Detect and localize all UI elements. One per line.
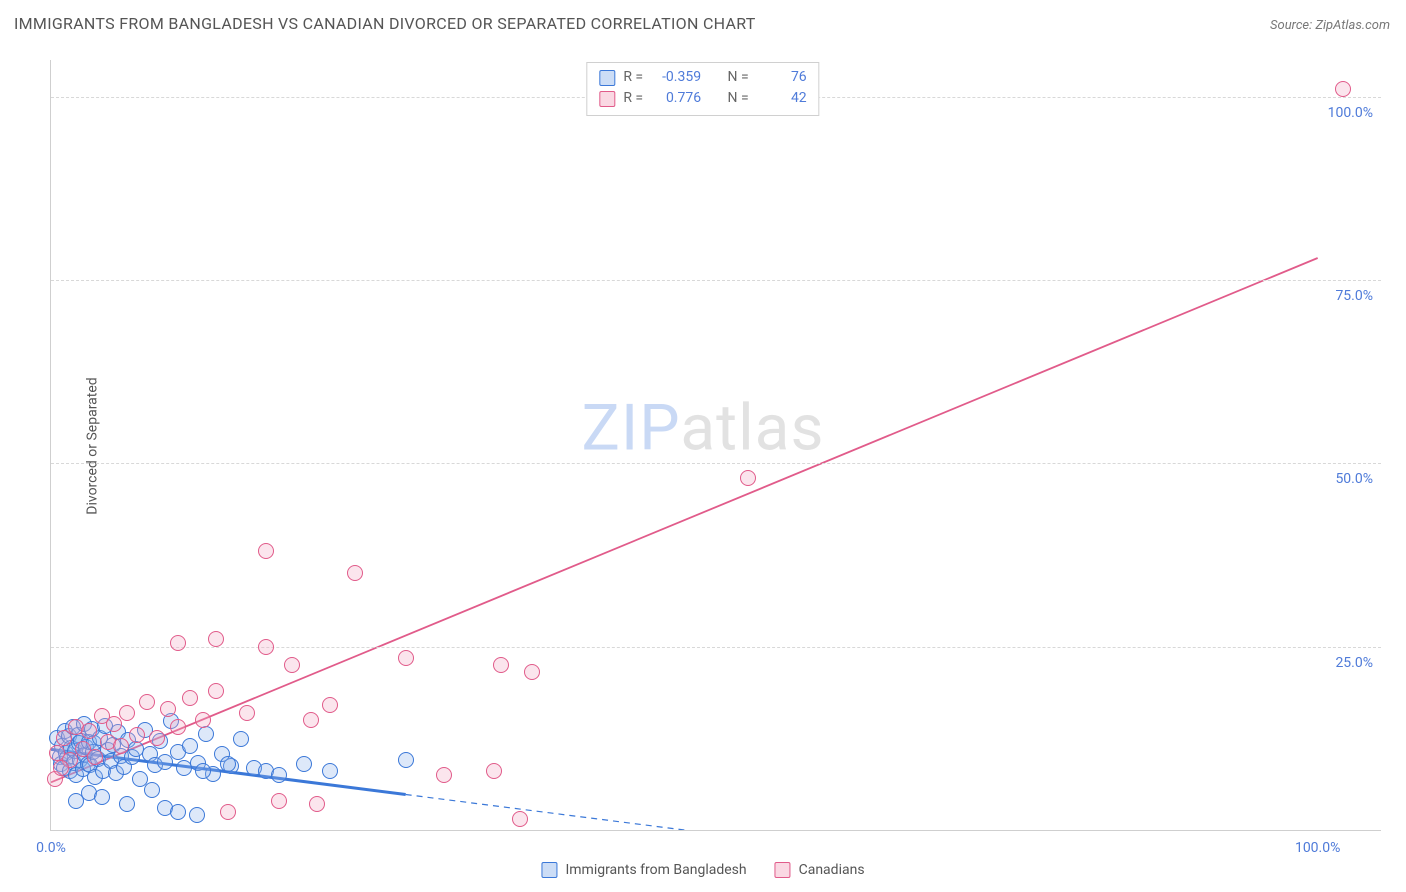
- data-point-canadians: [493, 657, 509, 673]
- y-tick-label: 50.0%: [1335, 471, 1373, 487]
- data-point-bangladesh: [182, 738, 198, 754]
- source-credit: Source: ZipAtlas.com: [1270, 18, 1390, 33]
- legend-n-value-bangladesh: 76: [757, 67, 807, 88]
- data-point-canadians: [512, 811, 528, 827]
- x-tick-label: 0.0%: [36, 840, 66, 856]
- data-point-bangladesh: [233, 731, 249, 747]
- grid-line: [51, 463, 1381, 464]
- data-point-bangladesh: [271, 767, 287, 783]
- data-point-canadians: [56, 730, 72, 746]
- legend-swatch-bangladesh: [541, 862, 557, 878]
- data-point-canadians: [436, 767, 452, 783]
- grid-line: [51, 280, 1381, 281]
- data-point-bangladesh: [119, 796, 135, 812]
- legend-series-item-bangladesh: Immigrants from Bangladesh: [541, 862, 746, 878]
- legend-r-value-canadians: 0.776: [651, 88, 701, 109]
- legend-series-label-bangladesh: Immigrants from Bangladesh: [565, 862, 746, 878]
- data-point-canadians: [208, 631, 224, 647]
- data-point-canadians: [309, 796, 325, 812]
- trend-line-bangladesh-dash: [406, 795, 685, 830]
- chart-title: IMMIGRANTS FROM BANGLADESH VS CANADIAN D…: [14, 14, 756, 33]
- data-point-canadians: [524, 664, 540, 680]
- data-point-bangladesh: [195, 763, 211, 779]
- legend-swatch-bangladesh: [599, 70, 615, 86]
- data-point-canadians: [486, 763, 502, 779]
- y-tick-label: 25.0%: [1335, 655, 1373, 671]
- legend-n-label: N =: [728, 88, 749, 109]
- data-point-canadians: [284, 657, 300, 673]
- data-point-bangladesh: [198, 726, 214, 742]
- trend-line-canadians: [51, 258, 1318, 782]
- data-point-canadians: [113, 738, 129, 754]
- data-point-canadians: [149, 730, 165, 746]
- source-name: ZipAtlas.com: [1315, 18, 1390, 33]
- legend-swatch-canadians: [775, 862, 791, 878]
- legend-r-value-bangladesh: -0.359: [651, 67, 701, 88]
- data-point-bangladesh: [144, 782, 160, 798]
- legend-series: Immigrants from Bangladesh Canadians: [541, 862, 864, 878]
- legend-stats-row-canadians: R = 0.776 N = 42: [599, 88, 806, 109]
- data-point-canadians: [347, 565, 363, 581]
- data-point-canadians: [119, 705, 135, 721]
- grid-line: [51, 647, 1381, 648]
- data-point-bangladesh: [94, 789, 110, 805]
- y-tick-label: 75.0%: [1335, 288, 1373, 304]
- legend-r-label: R =: [623, 67, 643, 88]
- data-point-bangladesh: [220, 756, 236, 772]
- data-point-canadians: [258, 639, 274, 655]
- x-tick-label: 100.0%: [1295, 840, 1340, 856]
- data-point-canadians: [53, 760, 69, 776]
- data-point-canadians: [129, 727, 145, 743]
- data-point-canadians: [322, 697, 338, 713]
- data-point-canadians: [87, 749, 103, 765]
- data-point-canadians: [271, 793, 287, 809]
- source-prefix: Source:: [1270, 18, 1315, 33]
- data-point-canadians: [303, 712, 319, 728]
- data-point-bangladesh: [170, 804, 186, 820]
- data-point-canadians: [740, 470, 756, 486]
- data-point-canadians: [160, 701, 176, 717]
- data-point-canadians: [182, 690, 198, 706]
- data-point-canadians: [1335, 81, 1351, 97]
- data-point-canadians: [398, 650, 414, 666]
- data-point-canadians: [195, 712, 211, 728]
- data-point-canadians: [106, 716, 122, 732]
- data-point-bangladesh: [398, 752, 414, 768]
- data-point-canadians: [81, 723, 97, 739]
- legend-stats-row-bangladesh: R = -0.359 N = 76: [599, 67, 806, 88]
- data-point-canadians: [208, 683, 224, 699]
- legend-n-value-canadians: 42: [757, 88, 807, 109]
- data-point-bangladesh: [296, 756, 312, 772]
- legend-stats: R = -0.359 N = 76R = 0.776 N = 42: [586, 62, 819, 116]
- legend-r-label: R =: [623, 88, 643, 109]
- data-point-canadians: [239, 705, 255, 721]
- legend-series-label-canadians: Canadians: [799, 862, 865, 878]
- data-point-canadians: [258, 543, 274, 559]
- chart-plot-area: 25.0%50.0%75.0%100.0%0.0%100.0%: [50, 60, 1381, 831]
- data-point-canadians: [170, 719, 186, 735]
- legend-series-item-canadians: Canadians: [775, 862, 865, 878]
- data-point-bangladesh: [322, 763, 338, 779]
- legend-swatch-canadians: [599, 91, 615, 107]
- data-point-canadians: [220, 804, 236, 820]
- y-tick-label: 100.0%: [1328, 105, 1373, 121]
- data-point-canadians: [170, 635, 186, 651]
- legend-n-label: N =: [728, 67, 749, 88]
- data-point-bangladesh: [189, 807, 205, 823]
- data-point-canadians: [139, 694, 155, 710]
